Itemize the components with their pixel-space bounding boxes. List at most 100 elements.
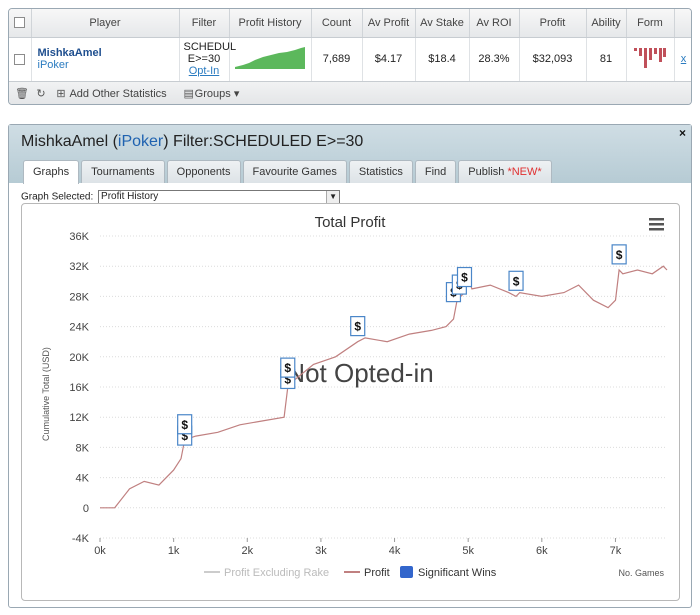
- svg-text:$: $: [181, 418, 188, 432]
- player-site-link[interactable]: iPoker: [37, 59, 69, 71]
- y-tick-label: 20K: [69, 352, 89, 364]
- svg-text:$: $: [461, 271, 468, 285]
- col-header-av-profit[interactable]: Av Profit: [362, 9, 416, 38]
- ability-cell: 81: [586, 37, 627, 82]
- dollar-marker-icon[interactable]: $: [177, 414, 193, 435]
- add-stats-label: Add Other Statistics: [69, 87, 167, 100]
- player-stats-table: Player Filter Profit History Count Av Pr…: [9, 9, 691, 82]
- player-cell: MishkaAmel iPoker: [31, 37, 180, 82]
- dollar-marker-icon[interactable]: $: [280, 357, 296, 378]
- svg-text:$: $: [513, 274, 520, 288]
- chevron-down-icon: ▼: [326, 191, 340, 203]
- svg-text:$: $: [616, 248, 623, 262]
- x-tick-label: 6k: [536, 545, 548, 557]
- col-header-av-roi[interactable]: Av ROI: [469, 9, 520, 38]
- chart-legend: Profit Excluding Rake Profit Significant…: [204, 566, 497, 579]
- tab-statistics[interactable]: Statistics: [348, 160, 413, 183]
- col-header-av-stake[interactable]: Av Stake: [415, 9, 470, 38]
- groups-dropdown[interactable]: ▤Groups ▾: [183, 87, 240, 100]
- av-roi-cell: 28.3%: [469, 37, 520, 82]
- dollar-marker-icon[interactable]: $: [350, 315, 366, 337]
- profit-sparkline[interactable]: [235, 46, 305, 69]
- new-badge: *NEW*: [507, 166, 542, 178]
- profit-history-cell[interactable]: [229, 37, 312, 82]
- y-tick-label: -4K: [72, 533, 90, 545]
- col-header-count[interactable]: Count: [311, 9, 363, 38]
- refresh-icon[interactable]: ↻: [36, 87, 46, 100]
- total-profit-chart: Total Profit Cumulative Total (USD) 36K 3…: [41, 214, 668, 579]
- legend-label-profit-excluding-rake: Profit Excluding Rake: [224, 567, 329, 579]
- x-tick-label: 2k: [241, 545, 253, 557]
- x-tick-label: 0k: [94, 545, 106, 557]
- col-header-profit[interactable]: Profit: [519, 9, 587, 38]
- add-stats-button[interactable]: ⊞ Add Other Statistics: [55, 87, 167, 100]
- svg-text:$: $: [354, 320, 361, 334]
- trash-icon[interactable]: 🗑: [15, 87, 29, 100]
- row-action-cell[interactable]: x: [674, 37, 691, 82]
- profit-cell: $32,093: [519, 37, 587, 82]
- x-tick-label: 4k: [389, 545, 401, 557]
- col-header-action: [674, 9, 691, 38]
- dollar-marker-icon[interactable]: $: [456, 266, 473, 288]
- y-axis-title: Cumulative Total (USD): [41, 347, 51, 441]
- graph-select[interactable]: Profit History ▼: [98, 190, 341, 204]
- select-all-header[interactable]: [9, 9, 32, 38]
- graph-selected-label: Graph Selected:: [21, 191, 94, 203]
- panel-title-suffix: ) Filter:SCHEDULED E>=30: [163, 133, 364, 150]
- panel-title-prefix: MishkaAmel (: [21, 133, 118, 150]
- tab-graphs[interactable]: Graphs: [23, 160, 80, 184]
- y-tick-label: 12K: [69, 412, 89, 424]
- tab-opponents[interactable]: Opponents: [166, 160, 241, 183]
- y-tick-label: 32K: [69, 261, 89, 273]
- x-tick-label: 3k: [315, 545, 327, 557]
- filter-text-line1: SCHEDUL: [183, 41, 237, 53]
- panel-title-site-link[interactable]: iPoker: [117, 133, 164, 150]
- player-stats-table-container: Player Filter Profit History Count Av Pr…: [8, 8, 692, 105]
- player-name-link[interactable]: MishkaAmel: [37, 47, 102, 59]
- form-bars-icon: [634, 47, 666, 68]
- chart-title: Total Profit: [315, 214, 387, 231]
- col-header-profit-history[interactable]: Profit History: [229, 9, 312, 38]
- watermark: Not Opted-in: [286, 358, 433, 388]
- tab-favourite-games[interactable]: Favourite Games: [242, 160, 347, 183]
- table-row[interactable]: MishkaAmel iPoker SCHEDUL E>=30 Opt-In 7…: [9, 37, 691, 82]
- chevron-down-icon: ▾: [233, 88, 240, 100]
- opt-in-link[interactable]: Opt-In: [188, 65, 220, 77]
- col-header-player[interactable]: Player: [31, 9, 180, 38]
- select-all-checkbox[interactable]: [14, 17, 26, 29]
- y-tick-label: 4K: [76, 473, 90, 485]
- row-checkbox[interactable]: [14, 53, 26, 65]
- y-tick-label: 36K: [69, 231, 89, 243]
- av-profit-cell: $4.17: [362, 37, 416, 82]
- hamburger-menu-icon[interactable]: [649, 218, 664, 231]
- tab-tournaments[interactable]: Tournaments: [81, 160, 165, 183]
- count-cell: 7,689: [311, 37, 363, 82]
- panel-tabs: Graphs Tournaments Opponents Favourite G…: [23, 160, 552, 184]
- legend-item-significant-wins[interactable]: Significant Wins: [400, 566, 497, 579]
- y-tick-label: 28K: [69, 291, 89, 303]
- dollar-marker-icon[interactable]: $: [508, 270, 524, 291]
- y-tick-label: 8K: [76, 442, 90, 454]
- x-tick-label: 7k: [610, 545, 622, 557]
- legend-item-profit-excluding-rake[interactable]: Profit Excluding Rake: [204, 567, 329, 579]
- dollar-marker-icon[interactable]: $: [611, 244, 627, 265]
- row-close-link[interactable]: x: [680, 53, 687, 65]
- col-header-form[interactable]: Form: [626, 9, 675, 38]
- table-toolbar: 🗑 ↻ ⊞ Add Other Statistics ▤Groups ▾: [9, 81, 691, 104]
- panel-title: MishkaAmel (iPoker) Filter:SCHEDULED E>=…: [21, 133, 363, 151]
- graph-selector-row: Graph Selected: Profit History ▼: [21, 190, 341, 204]
- tab-publish-label: Publish: [468, 166, 508, 178]
- col-header-filter[interactable]: Filter: [179, 9, 230, 38]
- x-axis-title: No. Games: [618, 568, 664, 578]
- svg-text:$: $: [284, 361, 291, 375]
- legend-item-profit[interactable]: Profit: [344, 567, 390, 579]
- filter-text-line2: E>=30: [187, 53, 221, 65]
- tab-find[interactable]: Find: [414, 160, 457, 183]
- groups-label: Groups: [194, 88, 231, 100]
- x-tick-label: 1k: [168, 545, 180, 557]
- tab-publish[interactable]: Publish *NEW*: [458, 160, 552, 183]
- close-icon[interactable]: ×: [678, 126, 686, 140]
- row-checkbox-cell[interactable]: [9, 37, 32, 82]
- svg-text:$: $: [181, 429, 188, 443]
- col-header-ability[interactable]: Ability: [586, 9, 627, 38]
